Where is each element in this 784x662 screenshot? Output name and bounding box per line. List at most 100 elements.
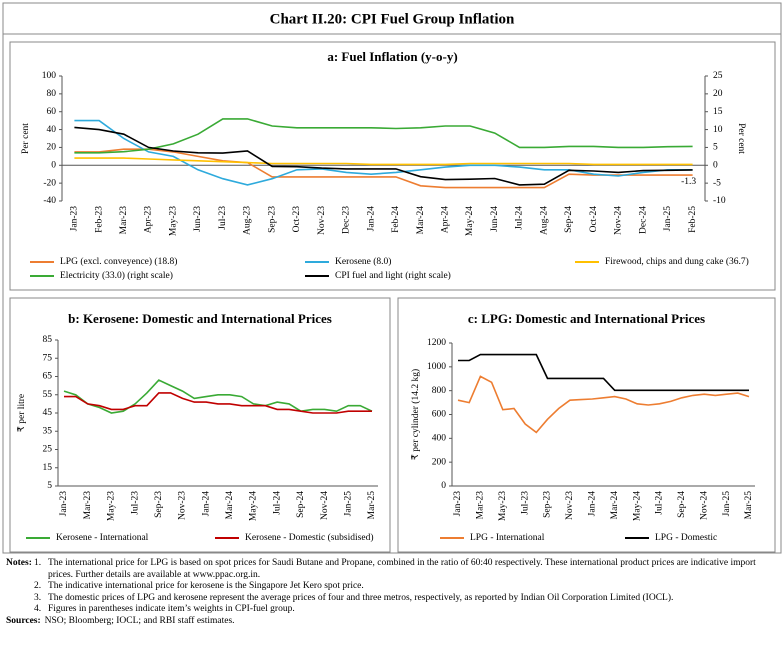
note-row: 3. The domestic prices of LPG and kerosen… (6, 593, 776, 605)
series-line (74, 157, 693, 166)
outer-frame (2, 2, 782, 554)
series-line (74, 118, 693, 154)
series-line (457, 375, 750, 434)
legend-label: Electricity (33.0) (right scale) (60, 270, 173, 281)
y-tick-label: 85 (43, 335, 53, 345)
x-tick-label: Jan-23 (59, 491, 69, 517)
x-tick-label: Mar-24 (416, 206, 426, 235)
y2-tick-label: 20 (713, 89, 723, 99)
y-axis-label: ₹ per cylinder (14.2 kg) (410, 369, 421, 460)
note-text: Figures in parentheses indicate item’s w… (48, 604, 295, 614)
legend-label: Kerosene - International (56, 533, 149, 543)
x-tick-label: Nov-24 (320, 491, 330, 520)
note-text: The indicative international price for k… (48, 581, 364, 591)
x-tick-label: Jul-23 (218, 206, 228, 230)
y2-tick-label: 10 (713, 125, 723, 135)
legend-label: LPG (excl. conveyence) (18.8) (60, 256, 177, 267)
y-tick-label: 65 (43, 372, 53, 382)
x-tick-label: Mar-23 (83, 491, 93, 520)
x-tick-label: Apr-23 (144, 206, 154, 233)
x-tick-label: Aug-24 (539, 206, 549, 235)
x-tick-label: Dec-23 (342, 206, 352, 234)
y-tick-label: 400 (432, 434, 447, 444)
x-tick-label: May-23 (168, 206, 178, 236)
notes-label (6, 593, 34, 605)
panel-title: a: Fuel Inflation (y-o-y) (327, 49, 457, 64)
legend-label: Firewood, chips and dung cake (36.7) (605, 256, 749, 267)
x-tick-label: Nov-23 (178, 491, 188, 520)
panel-title: c: LPG: Domestic and International Price… (468, 311, 705, 326)
y-tick-label: 0 (441, 481, 446, 491)
legend-label: LPG - International (470, 533, 545, 543)
x-tick-label: May-24 (249, 491, 259, 521)
x-tick-label: Jul-23 (130, 491, 140, 515)
x-tick-label: Feb-23 (94, 206, 104, 233)
y-tick-label: 55 (43, 390, 53, 400)
y-tick-label: 60 (47, 107, 57, 117)
y-tick-label: 15 (43, 463, 53, 473)
y2-tick-label: 25 (713, 71, 723, 81)
x-tick-label: Mar-23 (476, 491, 486, 520)
y-tick-label: 600 (432, 410, 447, 420)
x-tick-label: Jul-24 (272, 491, 282, 515)
y2-tick-label: 5 (713, 143, 718, 153)
notes: Notes: 1. The international price for LPG … (6, 558, 776, 627)
sources-label: Sources: (6, 615, 41, 626)
y-tick-label: 100 (42, 71, 57, 81)
x-tick-label: May-23 (107, 491, 117, 521)
x-tick-label: Jan-25 (343, 491, 353, 517)
x-tick-label: Jul-24 (515, 206, 525, 230)
y-tick-label: -40 (43, 196, 56, 206)
x-tick-label: Oct-23 (292, 206, 302, 233)
note-text: The domestic prices of LPG and kerosene … (48, 592, 674, 603)
x-tick-label: Jun-23 (193, 206, 203, 232)
y-tick-label: 5 (47, 481, 52, 491)
y2-tick-label: -10 (713, 196, 726, 206)
y-axis-label: ₹ per litre (16, 394, 27, 432)
x-tick-label: Mar-23 (119, 206, 129, 235)
figure-title: Chart II.20: CPI Fuel Group Inflation (270, 11, 515, 27)
x-tick-label: Mar-24 (610, 491, 620, 520)
x-tick-label: Nov-23 (317, 206, 327, 235)
note-number: 1. (34, 558, 42, 568)
x-tick-label: Jan-25 (722, 491, 732, 517)
panel-title: b: Kerosene: Domestic and International … (68, 311, 332, 326)
y-tick-label: 25 (43, 445, 53, 455)
notes-label (6, 604, 34, 616)
panel-frame (397, 297, 776, 553)
legend-label: Kerosene (8.0) (335, 256, 391, 267)
y2-tick-label: 0 (713, 160, 718, 170)
y-tick-label: 1000 (427, 362, 446, 372)
y-tick-label: 800 (432, 386, 447, 396)
y-tick-label: 1200 (427, 338, 446, 348)
y-axis-label: Per cent (21, 123, 31, 154)
x-tick-label: Jan-24 (587, 491, 597, 517)
x-tick-label: Feb-24 (391, 206, 401, 233)
legend-label: LPG - Domestic (655, 533, 717, 543)
y2-tick-label: 15 (713, 107, 723, 117)
y-tick-label: 200 (432, 457, 447, 467)
y-tick-label: -20 (43, 178, 56, 188)
y-tick-label: 45 (43, 408, 53, 418)
note-number: 3. (34, 592, 42, 603)
series-line (74, 119, 693, 186)
y-tick-label: 20 (47, 143, 57, 153)
y-tick-label: 35 (43, 426, 53, 436)
y2-axis-label: Per cent (736, 123, 746, 154)
series-line (74, 126, 693, 186)
x-tick-label: Mar-25 (744, 491, 754, 520)
x-tick-label: Jul-24 (655, 491, 665, 515)
series-line (64, 392, 372, 414)
notes-label: Notes: (6, 558, 32, 568)
x-tick-label: Jun-24 (490, 206, 500, 232)
x-tick-label: Jan-24 (201, 491, 211, 517)
x-tick-label: Oct-24 (589, 206, 599, 233)
x-tick-label: Nov-24 (699, 491, 709, 520)
panel-frame (9, 297, 391, 553)
note-row: Notes: 1. The international price for LPG … (6, 558, 776, 581)
x-tick-label: Jul-23 (520, 491, 530, 515)
x-tick-label: Apr-24 (441, 206, 451, 233)
y-tick-label: 0 (51, 160, 56, 170)
x-tick-label: May-24 (465, 206, 475, 236)
